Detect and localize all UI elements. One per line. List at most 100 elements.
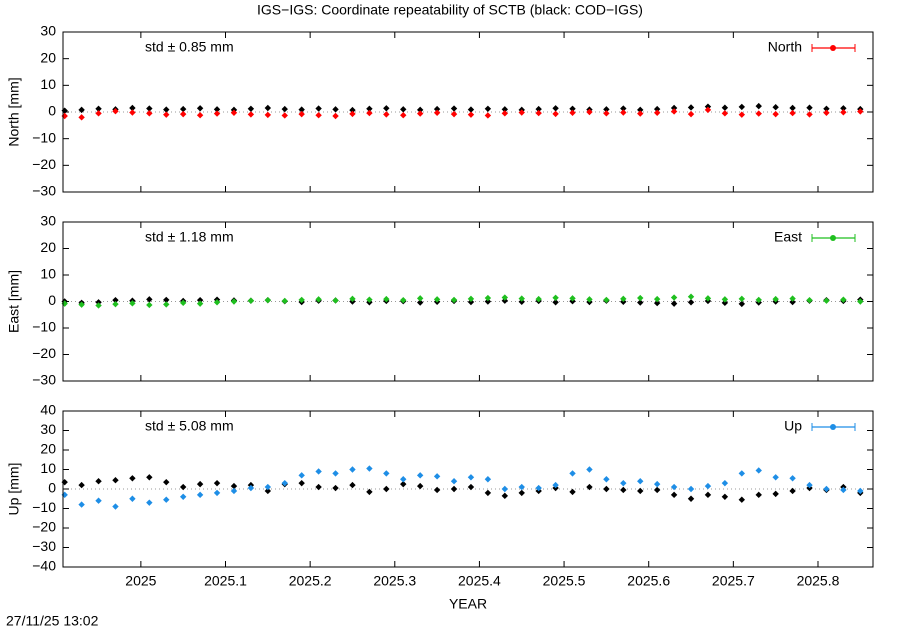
- data-point: [416, 299, 424, 306]
- data-point: [823, 109, 830, 116]
- data-point: [298, 472, 305, 479]
- data-point: [264, 483, 272, 491]
- data-point: [620, 295, 627, 303]
- data-point: [823, 105, 830, 112]
- data-point: [298, 479, 305, 487]
- data-point: [518, 109, 525, 116]
- data-point: [450, 110, 458, 118]
- data-point: [738, 103, 746, 111]
- x-tick-label: 2025.2: [289, 573, 332, 589]
- y-tick-label: −30: [32, 183, 56, 199]
- data-point: [704, 482, 712, 490]
- data-point: [653, 295, 661, 303]
- data-point: [349, 106, 356, 114]
- data-point: [213, 110, 221, 117]
- data-point: [196, 300, 204, 307]
- std-annotation: std ± 5.08 mm: [145, 418, 234, 434]
- data-point: [230, 298, 238, 305]
- data-point: [179, 493, 187, 500]
- data-point: [281, 479, 288, 487]
- data-point: [298, 110, 305, 118]
- data-point: [383, 295, 390, 303]
- data-point: [179, 105, 187, 113]
- data-point: [823, 297, 830, 304]
- data-point: [163, 301, 170, 308]
- data-point: [129, 475, 136, 482]
- data-point: [738, 295, 746, 303]
- data-point: [61, 491, 68, 499]
- data-point: [738, 496, 746, 503]
- y-axis-label: North [mm]: [6, 77, 22, 146]
- data-point: [129, 495, 136, 502]
- data-point: [467, 474, 475, 481]
- data-point: [433, 473, 441, 480]
- data-point: [332, 484, 339, 492]
- data-point: [484, 294, 492, 302]
- x-tick-label: 2025: [125, 573, 156, 589]
- data-point: [637, 478, 644, 485]
- data-point: [670, 483, 678, 491]
- data-point: [163, 111, 170, 118]
- data-point: [247, 111, 255, 118]
- data-point: [433, 105, 441, 113]
- data-point: [163, 496, 170, 503]
- data-point: [738, 111, 746, 118]
- data-point: [569, 488, 576, 496]
- data-point: [433, 109, 441, 116]
- data-point: [687, 104, 695, 111]
- data-point: [78, 481, 85, 489]
- data-point: [772, 295, 779, 303]
- data-point: [806, 296, 813, 304]
- data-point: [484, 489, 492, 497]
- data-point: [332, 106, 339, 113]
- y-tick-label: 40: [40, 402, 56, 418]
- data-point: [383, 470, 390, 477]
- y-tick-label: −30: [32, 538, 56, 554]
- legend-label: East: [774, 229, 802, 245]
- data-point: [78, 301, 85, 308]
- y-axis-label: Up [mm]: [6, 463, 22, 516]
- data-point: [755, 467, 762, 474]
- data-point: [146, 499, 153, 506]
- data-point: [179, 483, 187, 491]
- data-point: [789, 295, 796, 302]
- data-point: [129, 109, 136, 116]
- data-point: [484, 112, 492, 119]
- data-point: [467, 111, 475, 118]
- data-point: [501, 110, 509, 117]
- data-point: [653, 109, 661, 116]
- data-point: [738, 470, 746, 477]
- data-point: [755, 296, 762, 304]
- data-point: [179, 299, 187, 307]
- data-point: [366, 488, 373, 496]
- data-point: [670, 108, 678, 115]
- data-point: [146, 105, 153, 112]
- data-point: [129, 300, 136, 307]
- data-point: [112, 108, 119, 115]
- data-point: [552, 481, 559, 489]
- data-point: [670, 294, 678, 301]
- data-point: [620, 105, 627, 112]
- y-axis-label: East [mm]: [6, 270, 22, 333]
- data-point: [450, 485, 458, 493]
- data-point: [653, 105, 661, 113]
- data-point: [704, 491, 712, 499]
- y-tick-label: −40: [32, 558, 56, 574]
- data-point: [755, 110, 762, 117]
- data-point: [163, 478, 170, 486]
- data-point: [586, 483, 593, 491]
- data-point: [366, 109, 373, 117]
- x-tick-label: 2025.3: [373, 573, 416, 589]
- data-point: [806, 111, 813, 118]
- data-point: [349, 295, 356, 303]
- data-point: [467, 106, 475, 113]
- data-point: [78, 106, 85, 114]
- data-point: [637, 110, 644, 117]
- data-point: [264, 296, 272, 304]
- data-point: [281, 112, 288, 119]
- y-tick-label: 30: [40, 23, 56, 39]
- data-point: [264, 487, 272, 495]
- data-point: [653, 486, 661, 494]
- data-point: [400, 296, 407, 304]
- data-point: [687, 299, 695, 306]
